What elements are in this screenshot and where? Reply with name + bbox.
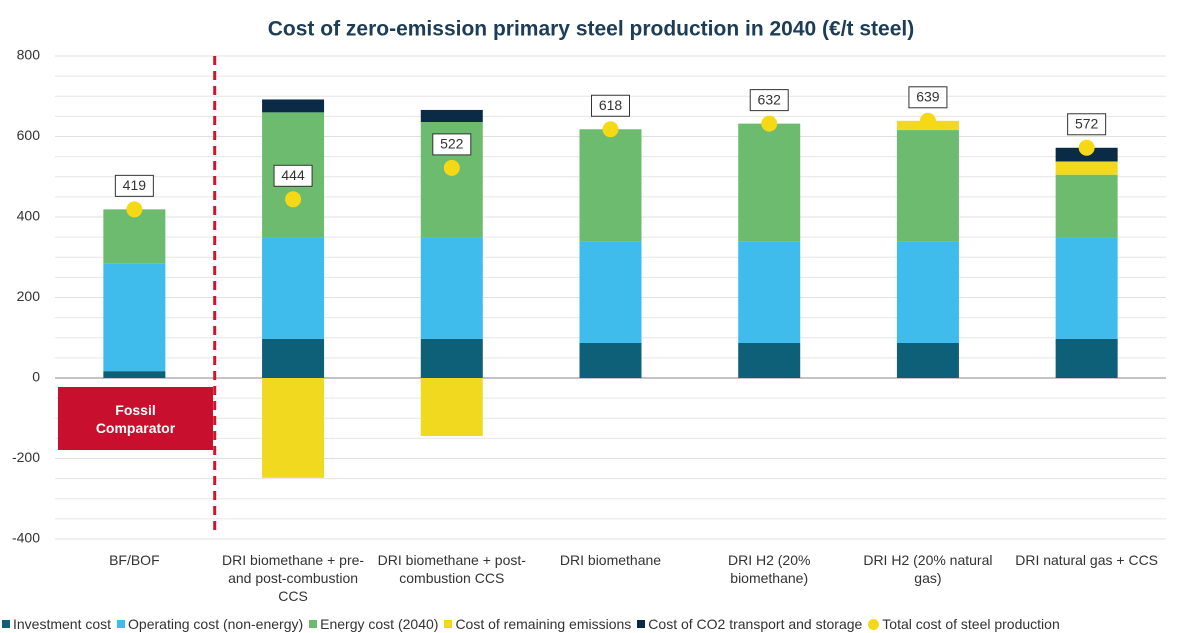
bar-segment	[420, 237, 483, 339]
x-tick-label: DRI biomethane + post-combustion CCS	[377, 552, 526, 586]
bar-segment	[1055, 237, 1118, 339]
bar-segment	[896, 342, 959, 378]
total-marker	[126, 201, 143, 218]
label-box	[432, 133, 472, 156]
legend-item: Operating cost (non-energy)	[117, 616, 303, 632]
bar-segment	[738, 342, 801, 378]
bar-segment	[738, 241, 801, 343]
legend-swatch	[637, 620, 646, 628]
data-label: 522	[440, 136, 464, 152]
y-tick-label: -200	[12, 449, 40, 465]
bar-segment	[262, 338, 325, 378]
legend-item: Investment cost	[2, 616, 111, 632]
legend-item: Cost of remaining emissions	[444, 616, 631, 632]
legend-swatch	[2, 620, 10, 628]
bar-segment	[103, 263, 166, 372]
bar-segment	[738, 123, 801, 242]
label-box	[591, 94, 630, 117]
y-tick-label: 200	[17, 288, 41, 304]
total-marker	[443, 159, 460, 176]
bar-segment	[579, 129, 642, 242]
bar-segment	[1055, 161, 1118, 175]
y-tick-label: 600	[17, 127, 41, 143]
legend-swatch	[117, 620, 126, 628]
data-label: 639	[916, 89, 940, 105]
data-label: 419	[123, 177, 147, 193]
bar-segment	[262, 378, 325, 478]
y-tick-label: 800	[17, 47, 41, 63]
bar-segment	[262, 99, 325, 113]
data-label: 444	[281, 167, 305, 183]
total-marker	[761, 115, 778, 132]
total-marker	[1078, 139, 1095, 156]
data-label: 618	[599, 97, 623, 113]
bar-segment	[262, 237, 325, 339]
y-tick-label: 0	[32, 369, 40, 385]
data-label: 632	[758, 91, 782, 107]
label-box	[1067, 113, 1107, 136]
total-marker	[602, 121, 619, 138]
total-marker	[285, 191, 302, 208]
bar-segment	[420, 109, 483, 123]
bar-segment	[579, 342, 642, 378]
x-tick-label: DRI biomethane	[559, 552, 662, 568]
annotation-text: Fossil Comparator	[95, 401, 176, 436]
annotation: Fossil Comparator	[58, 387, 213, 450]
bar-segment	[103, 209, 166, 264]
bar-segment	[420, 378, 483, 436]
label-box	[114, 174, 154, 197]
bar-segment	[1055, 338, 1118, 378]
bar-segment	[579, 241, 642, 343]
x-tick-label: BF/BOF	[109, 552, 160, 568]
legend-label: Operating cost (non-energy)	[128, 616, 304, 632]
legend-item: Energy cost (2040)	[309, 616, 438, 632]
legend-label: Investment cost	[13, 616, 112, 632]
chart-title: Cost of zero-emission primary steel prod…	[268, 18, 915, 41]
legend-label: Energy cost (2040)	[320, 616, 439, 632]
x-tick-label: DRI natural gas + CCS	[1015, 552, 1159, 568]
label-box	[273, 164, 313, 187]
bar-segment	[896, 241, 959, 343]
legend-label: Cost of remaining emissions	[455, 616, 632, 632]
legend-swatch	[868, 618, 880, 630]
legend: Investment cost Operating cost (non-energ…	[2, 616, 1066, 632]
legend-swatch	[309, 620, 318, 628]
bar-segment	[896, 130, 959, 242]
data-label: 572	[1075, 115, 1099, 131]
legend-swatch	[444, 620, 453, 628]
legend-item: Cost of CO2 transport and storage	[637, 616, 862, 632]
total-marker	[919, 112, 936, 129]
y-tick-label: 400	[17, 208, 41, 224]
legend-label: Cost of CO2 transport and storage	[648, 616, 863, 632]
x-tick-label: DRI biomethane + pre- and post-combustio…	[222, 552, 365, 604]
x-tick-label: DRI H2 (20% natural gas)	[863, 552, 993, 586]
label-box	[749, 89, 789, 112]
label-box	[908, 86, 948, 109]
x-tick-label: DRI H2 (20% biomethane)	[727, 552, 811, 586]
legend-label: Total cost of steel production	[882, 616, 1060, 632]
bar-segment	[420, 338, 483, 378]
legend-item: Total cost of steel production	[868, 616, 1060, 632]
bar-segment	[1055, 174, 1118, 238]
y-tick-label: -400	[12, 530, 40, 546]
bar-segment	[103, 371, 166, 378]
